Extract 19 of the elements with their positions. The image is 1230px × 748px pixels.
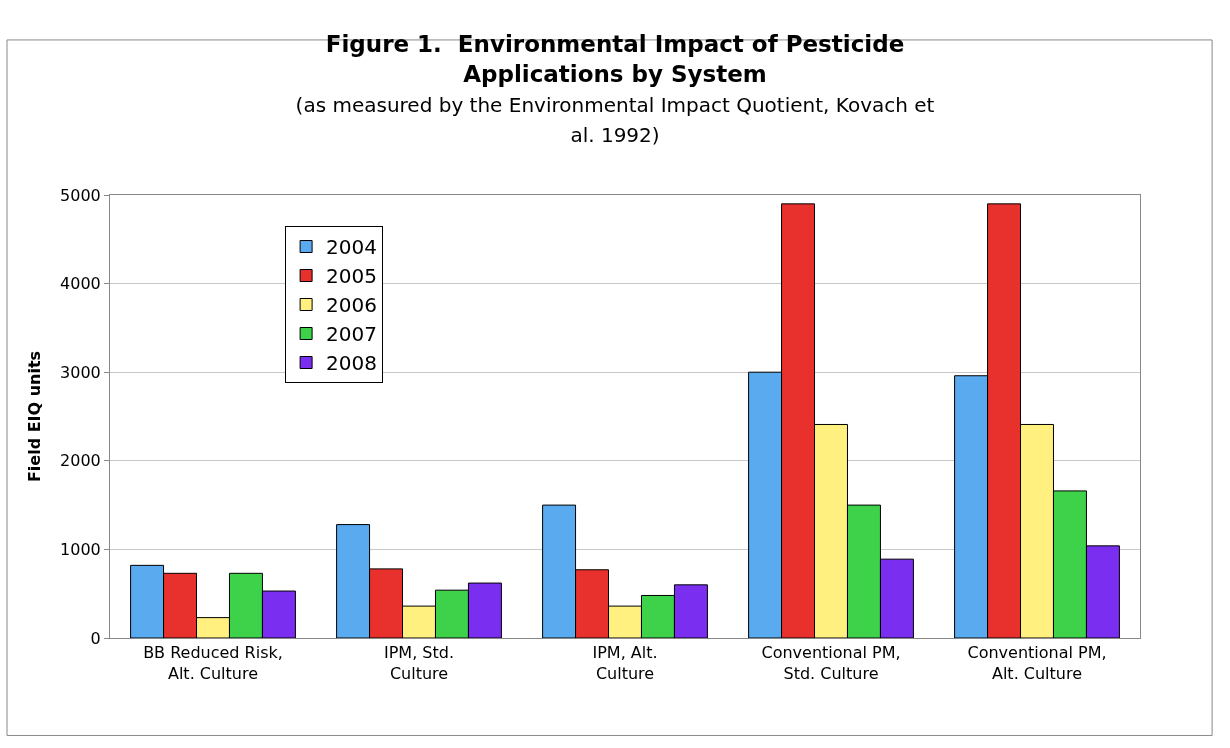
y-tick-label: 3000 [60, 362, 101, 382]
x-tick-label: Conventional PM, Std. Culture [761, 643, 901, 683]
y-axis-title: Field EIQ units [24, 350, 44, 483]
x-tick-label: IPM, Alt. Culture [592, 643, 658, 683]
x-tick-label: BB Reduced Risk, Alt. Culture [143, 643, 283, 683]
chart-subtitle: (as measured by the Environmental Impact Quotient, Kovach et al. 1992) [295, 93, 935, 148]
chart-title: Figure 1. Environmental Impact of Pesticide Applications by System [325, 31, 905, 88]
y-tick-label: 0 [90, 628, 101, 648]
y-tick-label: 2000 [60, 451, 101, 471]
y-tick-label: 5000 [60, 185, 101, 205]
legend-label: 2008 [326, 351, 378, 376]
y-tick-label: 4000 [60, 274, 101, 294]
legend-label: 2007 [326, 322, 378, 347]
x-tick-label: Conventional PM, Alt. Culture [967, 643, 1107, 683]
legend-label: 2006 [326, 293, 378, 318]
legend-label: 2005 [326, 264, 378, 289]
x-tick-label: IPM, Std. Culture [383, 643, 455, 683]
y-tick-label: 1000 [60, 540, 101, 559]
legend-label: 2004 [326, 235, 378, 260]
